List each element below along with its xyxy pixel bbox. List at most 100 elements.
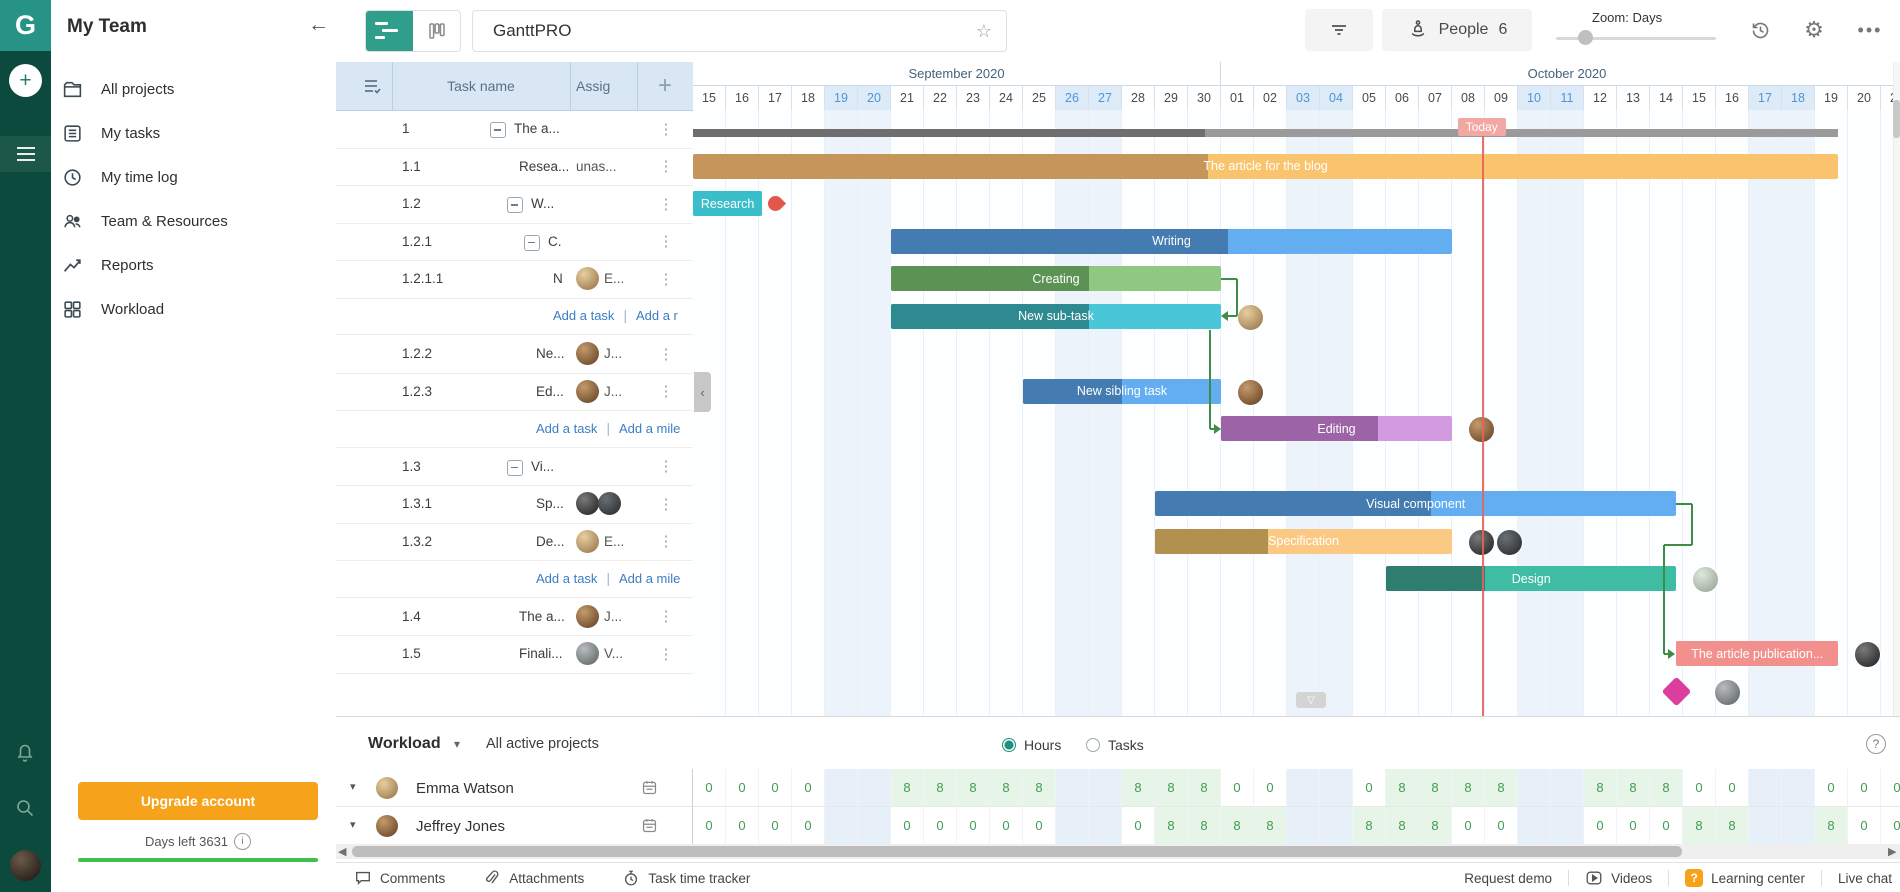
workload-hours-cell[interactable] bbox=[825, 807, 858, 845]
workload-hours-cell[interactable] bbox=[1287, 807, 1320, 845]
people-button[interactable]: People 6 bbox=[1382, 9, 1532, 51]
sidebar-item-my-tasks[interactable]: My tasks bbox=[62, 111, 324, 155]
row-menu-icon[interactable]: ⋮ bbox=[658, 495, 674, 513]
panel-splitter-handle[interactable]: ‹ bbox=[694, 372, 711, 412]
task-bar-new-sibling-task[interactable]: New sibling task bbox=[1023, 378, 1221, 404]
zoom-slider-thumb[interactable] bbox=[1578, 30, 1593, 45]
workload-hours-cell[interactable]: 0 bbox=[1023, 807, 1056, 845]
more-options-icon[interactable]: ••• bbox=[1857, 19, 1883, 40]
workload-hours-cell[interactable] bbox=[1089, 807, 1122, 845]
task-bar-new-sub-task[interactable]: New sub-task bbox=[891, 303, 1221, 329]
task-row-1.1[interactable]: 1.1 Resea... unas... ⋮ bbox=[336, 148, 693, 186]
sidebar-item-team-resources[interactable]: Team & Resources bbox=[62, 199, 324, 243]
tasks-radio[interactable] bbox=[1086, 738, 1100, 752]
add-a-milestone-link[interactable]: Add a mile bbox=[618, 420, 681, 436]
workload-hours-cell[interactable]: 0 bbox=[1452, 807, 1485, 845]
add-a-milestone-link[interactable]: Add a r bbox=[635, 308, 678, 324]
workload-hours-cell[interactable]: 0 bbox=[726, 807, 759, 845]
workload-hours-cell[interactable]: 0 bbox=[792, 807, 825, 845]
task-bar-research[interactable]: Research bbox=[693, 191, 763, 216]
task-bar-design[interactable]: Design bbox=[1386, 566, 1677, 591]
task-bar-visual-component[interactable]: Visual component bbox=[1155, 491, 1677, 516]
workload-hours-cell[interactable] bbox=[825, 769, 858, 807]
footer-item-request-demo[interactable]: Request demo bbox=[1464, 871, 1552, 886]
vertical-scrollbar-thumb[interactable] bbox=[1893, 100, 1900, 138]
workload-hours-cell[interactable] bbox=[1782, 807, 1815, 845]
tasks-radio-label[interactable]: Tasks bbox=[1108, 737, 1144, 753]
workload-hours-cell[interactable]: 0 bbox=[1683, 769, 1716, 807]
row-menu-icon[interactable]: ⋮ bbox=[658, 270, 674, 288]
sidebar-item-workload[interactable]: Workload bbox=[62, 287, 324, 331]
workload-hours-cell[interactable]: 8 bbox=[1617, 769, 1650, 807]
workload-hours-cell[interactable]: 0 bbox=[1848, 769, 1881, 807]
project-name-input[interactable]: GanttPRO ☆ bbox=[472, 10, 1007, 52]
workload-hours-cell[interactable]: 8 bbox=[1155, 769, 1188, 807]
task-name[interactable]: The a... bbox=[519, 608, 565, 624]
task-bar-editing[interactable]: Editing bbox=[1221, 416, 1452, 441]
workload-hours-cell[interactable]: 8 bbox=[1122, 769, 1155, 807]
history-icon[interactable] bbox=[1738, 9, 1782, 51]
workload-hours-cell[interactable]: 0 bbox=[1716, 769, 1749, 807]
workload-hours-cell[interactable] bbox=[1056, 769, 1089, 807]
info-icon[interactable]: i bbox=[234, 833, 252, 850]
create-project-button[interactable]: + bbox=[9, 64, 42, 97]
workload-hours-cell[interactable]: 8 bbox=[1419, 807, 1452, 845]
search-icon[interactable] bbox=[13, 796, 37, 820]
workload-hours-cell[interactable]: 0 bbox=[792, 769, 825, 807]
workload-hours-cell[interactable]: 0 bbox=[1485, 807, 1518, 845]
workload-hours-cell[interactable]: 8 bbox=[1254, 807, 1287, 845]
workload-hours-cell[interactable]: 8 bbox=[1188, 769, 1221, 807]
favorite-star-icon[interactable]: ☆ bbox=[975, 20, 992, 41]
workload-hours-cell[interactable] bbox=[1518, 807, 1551, 845]
sidebar-item-all-projects[interactable]: All projects bbox=[62, 67, 324, 111]
workload-hours-cell[interactable]: 8 bbox=[1452, 769, 1485, 807]
workload-hours-cell[interactable]: 0 bbox=[726, 769, 759, 807]
task-row-1.2[interactable]: 1.2 W... ⋮ bbox=[336, 185, 693, 224]
task-bar-creating[interactable]: Creating bbox=[891, 266, 1221, 291]
task-bar-specification[interactable]: Specification bbox=[1155, 528, 1452, 554]
task-name[interactable]: C. bbox=[548, 233, 562, 249]
zoom-slider-track[interactable] bbox=[1556, 37, 1716, 40]
workload-hours-cell[interactable]: 0 bbox=[1254, 769, 1287, 807]
task-name-column-header[interactable]: Task name bbox=[447, 78, 515, 94]
collapse-toggle-icon[interactable] bbox=[490, 122, 506, 138]
resource-calendar-icon[interactable] bbox=[641, 779, 658, 796]
workload-hours-cell[interactable]: 8 bbox=[1419, 769, 1452, 807]
workload-hours-cell[interactable]: 0 bbox=[990, 807, 1023, 845]
workload-hours-cell[interactable]: 0 bbox=[1584, 807, 1617, 845]
workload-hours-cell[interactable]: 0 bbox=[957, 807, 990, 845]
expand-resource-icon[interactable]: ▾ bbox=[350, 819, 356, 831]
scroll-down-button[interactable]: ▽ bbox=[1296, 692, 1326, 708]
workload-hours-cell[interactable]: 0 bbox=[1881, 807, 1900, 845]
workload-hours-cell[interactable]: 0 bbox=[759, 769, 792, 807]
horizontal-scrollbar-thumb[interactable] bbox=[352, 846, 1682, 857]
task-name[interactable]: Sp... bbox=[536, 496, 564, 512]
hours-radio-label[interactable]: Hours bbox=[1024, 737, 1062, 753]
task-row-1.2.2[interactable]: 1.2.2 Ne... J... ⋮ bbox=[336, 335, 693, 374]
workload-hours-cell[interactable]: 0 bbox=[693, 807, 726, 845]
task-row-1.2.1.1[interactable]: 1.2.1.1 N E... ⋮ bbox=[336, 260, 693, 299]
workload-hours-cell[interactable] bbox=[1518, 769, 1551, 807]
workload-hours-cell[interactable] bbox=[1551, 769, 1584, 807]
task-name[interactable]: Vi... bbox=[531, 458, 555, 474]
task-row-1.4[interactable]: 1.4 The a... J... ⋮ bbox=[336, 598, 693, 636]
ganttpro-logo[interactable]: G bbox=[0, 0, 51, 51]
workload-hours-cell[interactable]: 8 bbox=[1353, 807, 1386, 845]
workload-hours-cell[interactable]: 8 bbox=[990, 769, 1023, 807]
workload-hours-cell[interactable] bbox=[858, 807, 891, 845]
sidebar-item-reports[interactable]: Reports bbox=[62, 243, 324, 287]
workload-hours-cell[interactable] bbox=[1551, 807, 1584, 845]
notifications-bell-icon[interactable] bbox=[13, 740, 37, 764]
row-menu-icon[interactable]: ⋮ bbox=[658, 645, 674, 663]
workload-hours-cell[interactable] bbox=[1056, 807, 1089, 845]
settings-gear-icon[interactable]: ⚙ bbox=[1804, 17, 1824, 42]
workload-hours-cell[interactable]: 8 bbox=[1023, 769, 1056, 807]
collapse-toggle-icon[interactable] bbox=[507, 197, 523, 213]
task-row-1[interactable]: 1 The a... ⋮ bbox=[336, 110, 693, 149]
workload-hours-cell[interactable]: 0 bbox=[1848, 807, 1881, 845]
workload-hours-cell[interactable]: 8 bbox=[924, 769, 957, 807]
task-name[interactable]: Resea... bbox=[519, 158, 570, 174]
workload-hours-cell[interactable]: 0 bbox=[1122, 807, 1155, 845]
collapse-toggle-icon[interactable] bbox=[524, 234, 540, 251]
gantt-view-button[interactable] bbox=[366, 11, 413, 51]
